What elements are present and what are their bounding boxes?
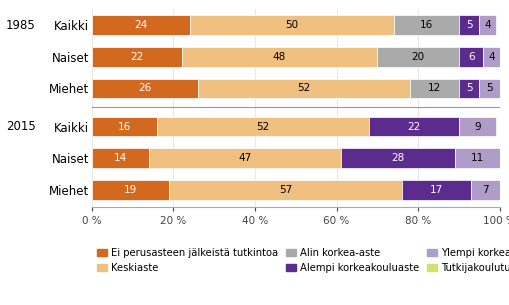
Text: 57: 57 [278,185,292,195]
Bar [401,180,470,200]
Bar [458,15,478,35]
Text: 52: 52 [297,84,310,93]
Bar [454,149,499,168]
Bar [189,15,393,35]
Text: 47: 47 [238,153,251,163]
Bar [92,47,181,66]
Text: 50: 50 [285,20,298,30]
Legend: Ei perusasteen jälkeistä tutkintoa, Keskiaste, Alin korkea-aste, Alempi korkeako: Ei perusasteen jälkeistä tutkintoa, Kesk… [97,248,509,273]
Text: 48: 48 [272,52,286,62]
Text: 2015: 2015 [6,120,35,133]
Bar [92,79,197,98]
Text: 22: 22 [407,121,420,131]
Text: 20: 20 [411,52,424,62]
Bar [478,15,495,35]
Text: 16: 16 [118,121,131,131]
Bar [483,47,499,66]
Bar [92,117,157,136]
Text: 52: 52 [256,121,269,131]
Text: 7: 7 [482,185,488,195]
Text: 1985: 1985 [6,19,35,31]
Text: 24: 24 [134,20,147,30]
Text: 17: 17 [429,185,442,195]
Text: 11: 11 [470,153,483,163]
Text: 19: 19 [124,185,137,195]
Text: 28: 28 [390,153,404,163]
Text: 5: 5 [486,84,492,93]
Bar [149,149,340,168]
Text: 6: 6 [467,52,473,62]
Text: 12: 12 [427,84,440,93]
Text: 22: 22 [130,52,143,62]
Bar [157,117,369,136]
Bar [92,149,149,168]
Bar [377,47,458,66]
Bar [92,180,169,200]
Text: 5: 5 [465,84,471,93]
Bar [393,15,458,35]
Text: 5: 5 [465,20,471,30]
Bar [181,47,377,66]
Bar [458,47,483,66]
Bar [478,79,499,98]
Text: 4: 4 [484,20,490,30]
Text: 26: 26 [138,84,151,93]
Text: 14: 14 [114,153,127,163]
Bar [409,79,458,98]
Text: 4: 4 [488,52,494,62]
Text: 16: 16 [419,20,432,30]
Text: 9: 9 [473,121,479,131]
Bar [340,149,454,168]
Bar [169,180,401,200]
Bar [458,117,495,136]
Bar [458,79,478,98]
Bar [92,15,189,35]
Bar [470,180,499,200]
Bar [197,79,409,98]
Bar [369,117,458,136]
